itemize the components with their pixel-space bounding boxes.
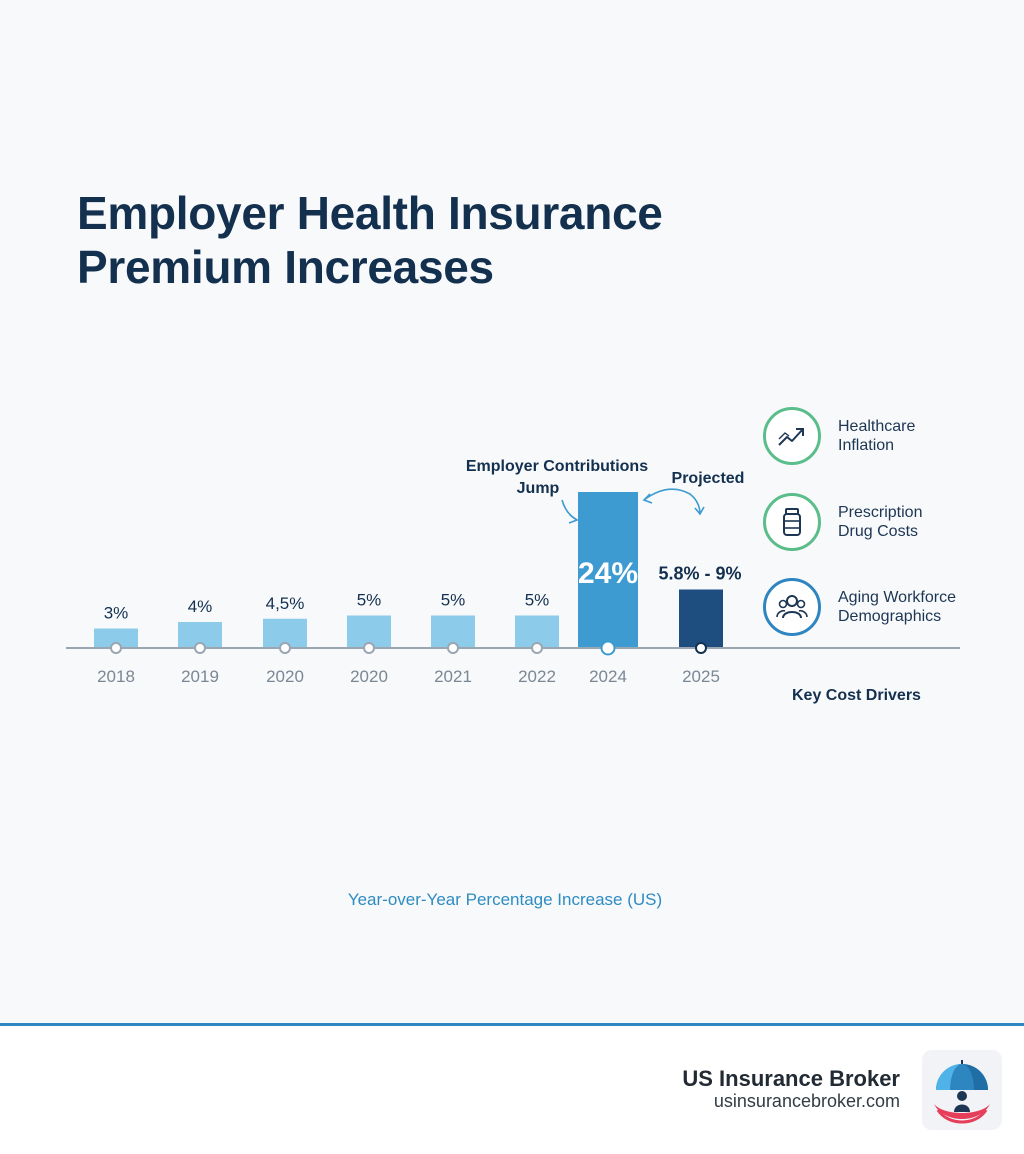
annotation-projected: Projected [672,470,745,487]
driver-healthcare-inflation: Healthcare Inflation [763,407,1023,471]
value-label: 4% [188,597,213,616]
pill-bottle-icon [763,493,821,551]
axis-point-7 [695,642,707,654]
axis-point-4 [447,642,459,654]
x-tick-label: 2021 [434,667,472,686]
value-label: 5% [441,591,466,610]
x-tick-label: 2020 [266,667,304,686]
brand-url[interactable]: usinsurancebroker.com [713,1091,900,1111]
footer [0,1026,1024,1154]
axis-point-5 [531,642,543,654]
annotation-arrowhead-projected-left [642,493,653,504]
brand-name: US Insurance Broker [682,1066,900,1091]
trend-up-icon [763,407,821,465]
axis-point-6 [600,640,616,656]
umbrella-logo-icon [922,1050,1002,1130]
x-tick-label: 2019 [181,667,219,686]
value-label: 5% [525,591,550,610]
axis-point-2 [279,642,291,654]
annotation-arrowhead-projected-down [694,506,705,516]
title-line-1: Employer Health Insurance [77,187,663,239]
x-tick-label: 2025 [682,667,720,686]
value-label: 4,5% [266,594,305,613]
driver-label: Aging Workforce Demographics [838,589,956,625]
value-label: 24% [578,557,638,590]
annotation-contributions-line1: Employer Contributions [466,458,648,475]
x-tick-label: 2022 [518,667,556,686]
driver-label: Prescription Drug Costs [838,504,923,540]
x-tick-label: 2020 [350,667,388,686]
bar-2024-6 [578,492,638,648]
annotation-arrow-projected [643,488,701,515]
x-tick-label: 2018 [97,667,135,686]
value-label: 5.8% - 9% [658,564,741,584]
bar-2025-7 [679,589,723,648]
driver-prescription-drug-costs: Prescription Drug Costs [763,493,1023,557]
title-line-2: Premium Increases [77,241,494,293]
value-label: 3% [104,604,129,623]
annotation-arrowhead-contributions [568,514,579,524]
footer-divider [0,1023,1024,1026]
chart-subtitle: Year-over-Year Percentage Increase (US) [347,890,663,909]
bar-2018-0 [94,628,138,648]
page-title: Employer Health Insurance Premium Increa… [77,186,663,294]
drivers-title: Key Cost Drivers [792,687,921,704]
axis-point-0 [110,642,122,654]
driver-label: Healthcare Inflation [838,418,916,454]
people-icon [763,578,821,636]
annotation-arrow-contributions [561,499,578,521]
annotation-contributions-line2: Jump [517,480,560,497]
driver-aging-workforce: Aging Workforce Demographics [763,578,1023,642]
value-label: 5% [357,591,382,610]
axis-point-3 [363,642,375,654]
axis-point-1 [194,642,206,654]
x-tick-label: 2024 [589,667,627,686]
